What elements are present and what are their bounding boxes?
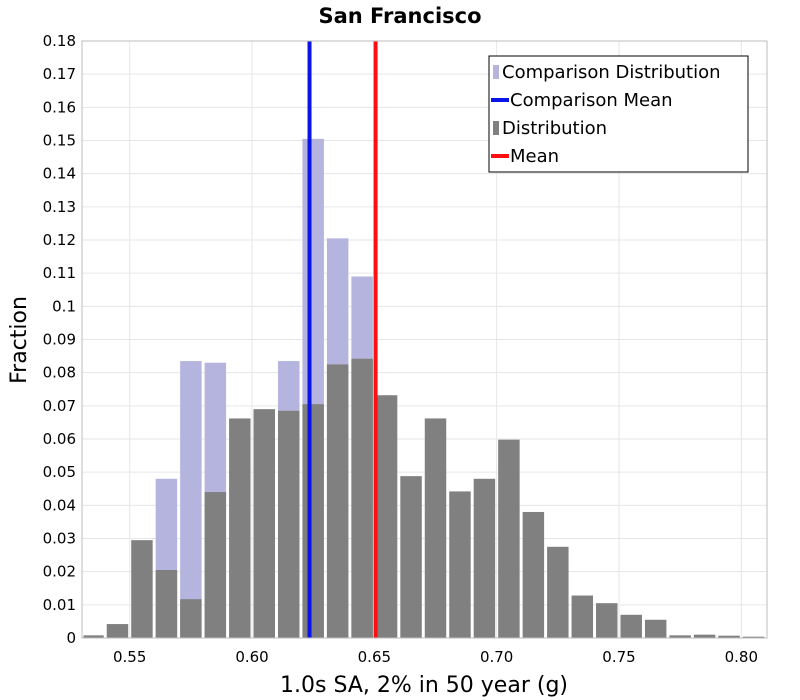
distribution-bar — [180, 599, 202, 638]
legend-label: Comparison Distribution — [502, 62, 721, 83]
distribution-bar — [400, 476, 422, 638]
legend-swatch — [491, 98, 509, 102]
distribution-bar — [620, 614, 642, 638]
distribution-bar — [375, 395, 398, 638]
y-tick-label: 0.1 — [52, 297, 76, 315]
chart-title: San Francisco — [318, 4, 481, 28]
distribution-bar — [718, 635, 740, 638]
legend-label: Distribution — [502, 118, 607, 139]
x-tick-label: 0.80 — [725, 648, 758, 666]
mean-lines-group — [307, 41, 378, 638]
x-tick-label: 0.60 — [235, 648, 268, 666]
y-tick-label: 0.07 — [43, 397, 76, 415]
y-tick-label: 0.18 — [43, 32, 76, 50]
distribution-bar — [326, 364, 349, 638]
distribution-bar — [571, 595, 594, 638]
x-tick-label: 0.70 — [480, 648, 513, 666]
y-tick-label: 0.12 — [43, 231, 76, 249]
distribution-bar — [253, 409, 275, 638]
y-tick-label: 0.01 — [43, 596, 76, 614]
y-tick-label: 0.14 — [43, 165, 76, 183]
distribution-bar — [547, 546, 569, 638]
y-tick-label: 0.08 — [43, 364, 76, 382]
distribution-bar — [106, 624, 129, 638]
y-tick-label: 0.04 — [43, 496, 76, 514]
distribution-bar — [522, 511, 545, 638]
y-tick-label: 0.13 — [43, 198, 76, 216]
y-tick-label: 0.17 — [43, 65, 76, 83]
x-tick-label: 0.65 — [358, 648, 391, 666]
y-tick-label: 0.02 — [43, 563, 76, 581]
distribution-bar — [131, 540, 153, 638]
y-tick-label: 0 — [66, 629, 76, 647]
distribution-bar — [351, 358, 373, 638]
y-tick-label: 0.03 — [43, 530, 76, 548]
distribution-bar — [669, 635, 691, 638]
distribution-bar — [229, 418, 251, 638]
legend-label: Mean — [510, 146, 559, 167]
distribution-bar — [83, 635, 104, 638]
x-axis-title: 1.0s SA, 2% in 50 year (g) — [280, 673, 568, 698]
bar-series-group — [83, 138, 765, 638]
y-tick-label: 0.05 — [43, 463, 76, 481]
comparison-distribution-bar — [180, 361, 202, 638]
distribution-bar — [693, 634, 716, 638]
distribution-bar — [302, 404, 324, 638]
distribution-bar — [449, 491, 471, 638]
x-tick-label: 0.75 — [602, 648, 635, 666]
distribution-bar — [742, 636, 765, 638]
y-axis-ticks: 0 0.01 0.02 0.03 0.04 0.05 0.06 0.07 0.08 0.09 0.1… — [43, 32, 76, 647]
legend-swatch — [493, 65, 499, 79]
distribution-bar — [644, 619, 667, 638]
distribution-bar — [498, 439, 520, 638]
y-tick-label: 0.15 — [43, 132, 76, 150]
y-tick-label: 0.09 — [43, 331, 76, 349]
x-axis-ticks: 0.55 0.60 0.65 0.70 0.75 0.80 — [113, 648, 758, 666]
x-tick-label: 0.55 — [113, 648, 146, 666]
distribution-bar — [204, 492, 227, 638]
distribution-bar — [155, 570, 178, 638]
y-tick-label: 0.06 — [43, 430, 76, 448]
distribution-bar — [424, 418, 447, 638]
distribution-bar — [473, 478, 496, 638]
legend-swatch — [491, 154, 509, 158]
y-tick-label: 0.16 — [43, 98, 76, 116]
distribution-bar — [596, 603, 618, 638]
legend-swatch — [493, 121, 499, 135]
legend: Comparison Distribution Comparison Mean Di… — [488, 55, 749, 173]
plot-border — [81, 40, 768, 639]
distribution-bar — [277, 410, 300, 638]
y-tick-label: 0.11 — [43, 264, 76, 282]
legend-label: Comparison Mean — [510, 90, 673, 111]
legend-box — [488, 55, 749, 173]
y-axis-title: Fraction — [7, 296, 32, 384]
